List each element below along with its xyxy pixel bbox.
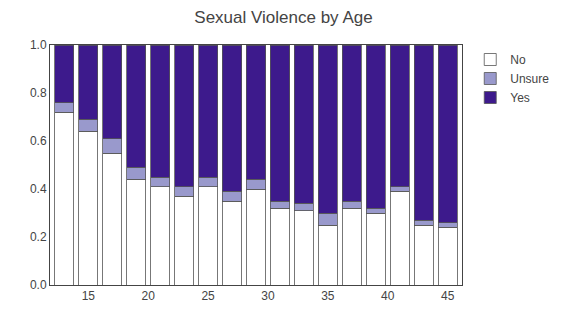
svg-text:20: 20 [142, 289, 156, 303]
svg-text:0.2: 0.2 [30, 230, 47, 244]
svg-text:1.0: 1.0 [30, 38, 47, 52]
svg-text:Sexual Violence by Age: Sexual Violence by Age [194, 8, 372, 27]
svg-text:0.0: 0.0 [30, 278, 47, 292]
svg-text:40: 40 [381, 289, 395, 303]
svg-text:0.6: 0.6 [30, 134, 47, 148]
svg-text:35: 35 [321, 289, 335, 303]
svg-text:Unsure: Unsure [510, 72, 549, 86]
svg-text:45: 45 [441, 289, 455, 303]
svg-text:No: No [510, 53, 526, 67]
svg-text:Yes: Yes [510, 91, 530, 105]
svg-text:0.8: 0.8 [30, 86, 47, 100]
svg-text:25: 25 [201, 289, 215, 303]
svg-text:15: 15 [82, 289, 96, 303]
svg-text:0.4: 0.4 [30, 182, 47, 196]
svg-text:30: 30 [261, 289, 275, 303]
